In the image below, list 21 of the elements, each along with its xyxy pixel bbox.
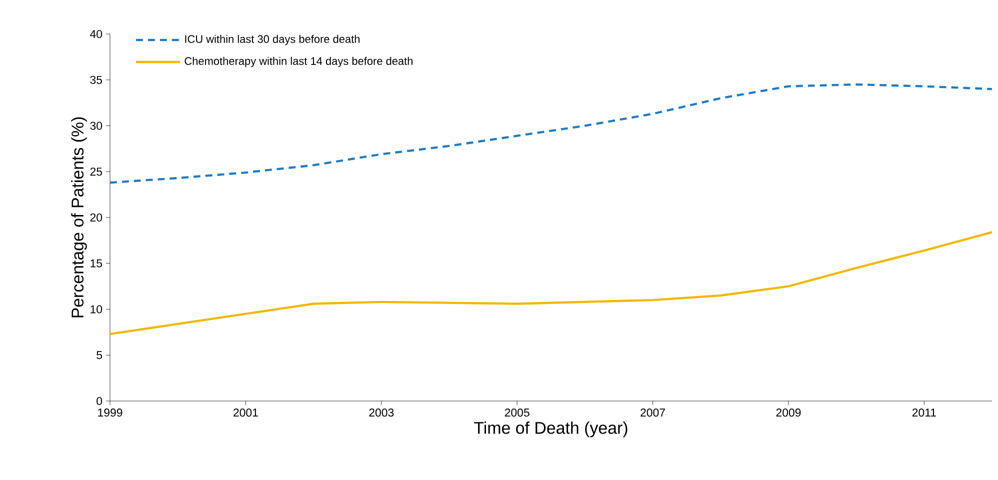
- x-tick-label: 2009: [776, 408, 801, 417]
- legend-label: Chemotherapy within last 14 days before death: [184, 56, 412, 68]
- y-tick-label: 30: [90, 122, 102, 130]
- x-tick-label: 2001: [234, 408, 258, 417]
- y-tick-label: 10: [90, 305, 102, 314]
- x-tick-label: 2011: [912, 408, 936, 417]
- y-tick-label: 15: [90, 259, 102, 268]
- legend-label: ICU within last 30 days before death: [185, 34, 360, 46]
- line-series: [110, 83, 992, 184]
- y-tick-label: 20: [90, 213, 102, 222]
- y-tick-label: 25: [90, 168, 102, 176]
- y-tick-label: 5: [96, 351, 102, 360]
- y-tick-label: 0: [96, 396, 102, 406]
- y-axis-title: Percentage of Patients (%): [71, 117, 87, 318]
- x-tick-label: 2003: [369, 408, 394, 417]
- x-tick-label: 2005: [504, 408, 530, 417]
- x-axis-title: Time of Death (year): [474, 421, 628, 438]
- x-tick-label: 1999: [98, 408, 122, 417]
- x-tick-label: 2007: [640, 408, 665, 417]
- y-tick-label: 40: [90, 30, 102, 38]
- y-tick-label: 35: [90, 76, 102, 84]
